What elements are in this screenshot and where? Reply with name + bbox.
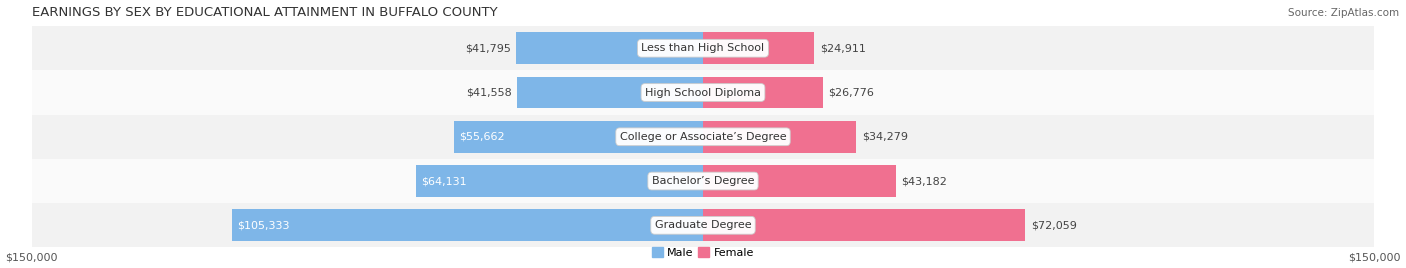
Bar: [32, 26, 1374, 70]
Text: Source: ZipAtlas.com: Source: ZipAtlas.com: [1288, 8, 1399, 18]
Bar: [517, 77, 703, 109]
Bar: [703, 209, 1025, 241]
Text: Bachelor’s Degree: Bachelor’s Degree: [652, 176, 754, 186]
Text: $105,333: $105,333: [238, 220, 290, 230]
Text: College or Associate’s Degree: College or Associate’s Degree: [620, 132, 786, 142]
Text: $26,776: $26,776: [828, 88, 875, 98]
Bar: [416, 165, 703, 197]
Bar: [703, 165, 896, 197]
Text: EARNINGS BY SEX BY EDUCATIONAL ATTAINMENT IN BUFFALO COUNTY: EARNINGS BY SEX BY EDUCATIONAL ATTAINMEN…: [32, 6, 498, 18]
Text: $34,279: $34,279: [862, 132, 908, 142]
Bar: [703, 77, 823, 109]
Bar: [32, 115, 1374, 159]
Text: Less than High School: Less than High School: [641, 43, 765, 53]
Text: $41,558: $41,558: [465, 88, 512, 98]
Bar: [32, 70, 1374, 115]
Text: High School Diploma: High School Diploma: [645, 88, 761, 98]
Text: $55,662: $55,662: [460, 132, 505, 142]
Text: $43,182: $43,182: [901, 176, 948, 186]
Bar: [703, 32, 814, 64]
Text: $41,795: $41,795: [465, 43, 510, 53]
Bar: [454, 121, 703, 153]
Text: $64,131: $64,131: [422, 176, 467, 186]
Legend: Male, Female: Male, Female: [647, 243, 759, 262]
Bar: [232, 209, 703, 241]
Bar: [703, 121, 856, 153]
Bar: [32, 203, 1374, 247]
Bar: [516, 32, 703, 64]
Text: Graduate Degree: Graduate Degree: [655, 220, 751, 230]
Bar: [32, 159, 1374, 203]
Text: $24,911: $24,911: [820, 43, 866, 53]
Text: $72,059: $72,059: [1031, 220, 1077, 230]
